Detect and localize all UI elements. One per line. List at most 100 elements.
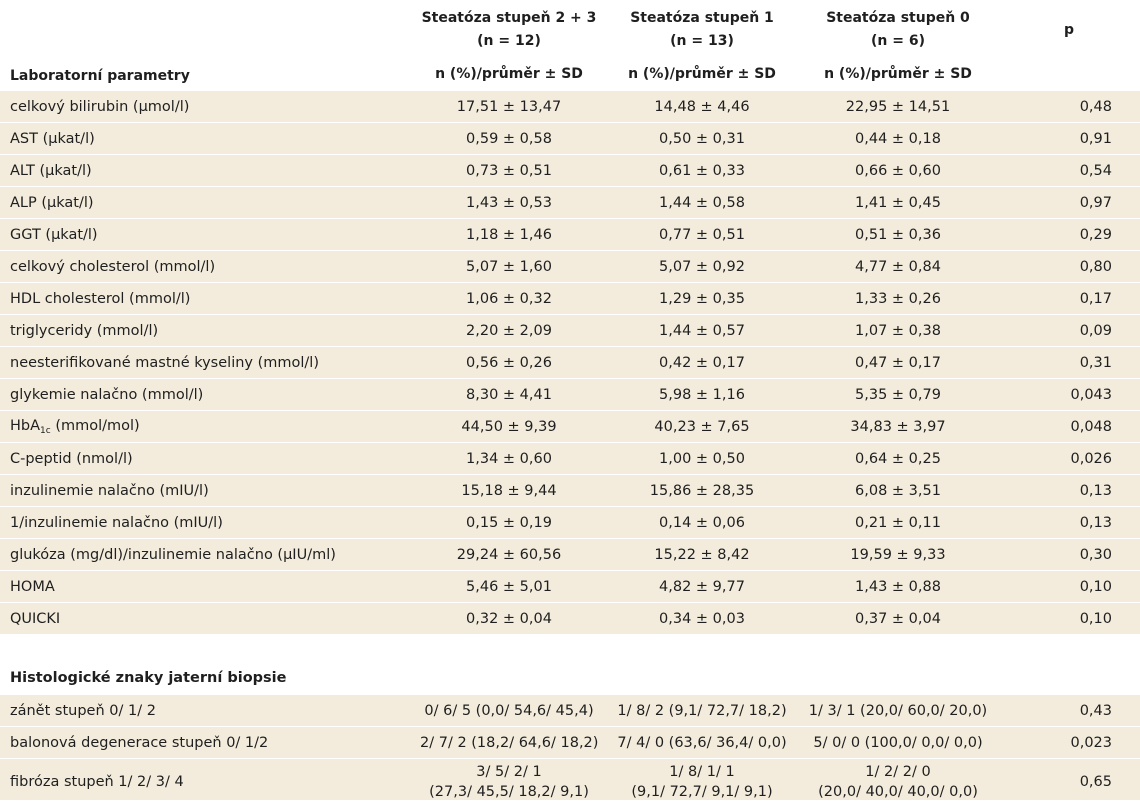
p-value-cell: 0,13 (998, 475, 1140, 507)
lab-parameters-header: Laboratorní parametry (0, 0, 412, 91)
row-label: inzulinemie nalačno (mIU/l) (0, 475, 412, 507)
p-value-cell: 0,43 (998, 695, 1140, 727)
table-cell: 0,66 ± 0,60 (798, 155, 998, 187)
table-cell: 1,29 ± 0,35 (606, 283, 798, 315)
p-value-cell: 0,30 (998, 539, 1140, 571)
section-spacer (0, 634, 1140, 662)
table-cell: 0,42 ± 0,17 (606, 347, 798, 379)
row-label: HbA1c (mmol/mol) (0, 411, 412, 443)
table-cell: 2/ 7/ 2 (18,2/ 64,6/ 18,2) (412, 727, 606, 759)
table-cell: 15,18 ± 9,44 (412, 475, 606, 507)
table-cell (0, 634, 1140, 662)
table-cell: 15,22 ± 8,42 (606, 539, 798, 571)
p-value-cell: 0,048 (998, 411, 1140, 443)
table-cell: 0,73 ± 0,51 (412, 155, 606, 187)
row-label: celkový cholesterol (mmol/l) (0, 251, 412, 283)
p-value-cell: 0,13 (998, 507, 1140, 539)
table-row: glukóza (mg/dl)/inzulinemie nalačno (µIU… (0, 539, 1140, 571)
table-cell: 1/ 2/ 2/ 0(20,0/ 40,0/ 40,0/ 0,0) (798, 759, 998, 805)
table-cell: 14,48 ± 4,46 (606, 91, 798, 123)
row-label: HOMA (0, 571, 412, 603)
table-cell: 0,61 ± 0,33 (606, 155, 798, 187)
table-cell: 1,06 ± 0,32 (412, 283, 606, 315)
table-cell: 4,82 ± 9,77 (606, 571, 798, 603)
table-cell: 5,07 ± 0,92 (606, 251, 798, 283)
section-heading-histology: Histologické znaky jaterní biopsie (0, 662, 1140, 695)
table-cell: 0,64 ± 0,25 (798, 443, 998, 475)
table-cell: 29,24 ± 60,56 (412, 539, 606, 571)
row-label: glukóza (mg/dl)/inzulinemie nalačno (µIU… (0, 539, 412, 571)
p-value-cell: 0,54 (998, 155, 1140, 187)
table-cell: 1/ 8/ 1/ 1(9,1/ 72,7/ 9,1/ 9,1) (606, 759, 798, 805)
table-cell: 3/ 5/ 2/ 1(27,3/ 45,5/ 18,2/ 9,1) (412, 759, 606, 805)
table-row: fibróza stupeň 1/ 2/ 3/ 4 3/ 5/ 2/ 1(27,… (0, 759, 1140, 805)
table-cell: 5,07 ± 1,60 (412, 251, 606, 283)
p-value-cell: 0,026 (998, 443, 1140, 475)
table-cell: 0,56 ± 0,26 (412, 347, 606, 379)
table-cell: 0,32 ± 0,04 (412, 603, 606, 635)
table-cell: 1,33 ± 0,26 (798, 283, 998, 315)
table-cell: Histologické znaky jaterní biopsie (0, 662, 1140, 695)
table-cell: 0,34 ± 0,03 (606, 603, 798, 635)
table-cell: 1,41 ± 0,45 (798, 187, 998, 219)
p-value-cell: 0,91 (998, 123, 1140, 155)
table-cell: 1/ 8/ 2 (9,1/ 72,7/ 18,2) (606, 695, 798, 727)
table-cell: 1,34 ± 0,60 (412, 443, 606, 475)
table-cell: 1/ 3/ 1 (20,0/ 60,0/ 20,0) (798, 695, 998, 727)
table-row: 1/inzulinemie nalačno (mIU/l)0,15 ± 0,19… (0, 507, 1140, 539)
table-row: neesterifikované mastné kyseliny (mmol/l… (0, 347, 1140, 379)
table-cell: 0,59 ± 0,58 (412, 123, 606, 155)
table-cell: 0,14 ± 0,06 (606, 507, 798, 539)
p-value-cell: 0,80 (998, 251, 1140, 283)
table-cell: 15,86 ± 28,35 (606, 475, 798, 507)
table-cell: 1,07 ± 0,38 (798, 315, 998, 347)
unit-header: n (%)/průměr ± SD (798, 62, 998, 91)
row-label: fibróza stupeň 1/ 2/ 3/ 4 (0, 759, 412, 805)
group-header-steatosis-0: Steatóza stupeň 0(n = 6) (798, 0, 998, 62)
row-label: neesterifikované mastné kyseliny (mmol/l… (0, 347, 412, 379)
row-label: glykemie nalačno (mmol/l) (0, 379, 412, 411)
table-cell: 0,51 ± 0,36 (798, 219, 998, 251)
row-label: ALT (µkat/l) (0, 155, 412, 187)
row-label: zánět stupeň 0/ 1/ 2 (0, 695, 412, 727)
table-cell: 22,95 ± 14,51 (798, 91, 998, 123)
table-cell: 17,51 ± 13,47 (412, 91, 606, 123)
row-label: C-peptid (nmol/l) (0, 443, 412, 475)
table-cell: 6,08 ± 3,51 (798, 475, 998, 507)
row-label: AST (µkat/l) (0, 123, 412, 155)
table-cell: 0,21 ± 0,11 (798, 507, 998, 539)
group-header-steatosis-1: Steatóza stupeň 1(n = 13) (606, 0, 798, 62)
table-cell: 40,23 ± 7,65 (606, 411, 798, 443)
p-value-cell: 0,043 (998, 379, 1140, 411)
table-cell: 4,77 ± 0,84 (798, 251, 998, 283)
p-value-cell: 0,65 (998, 759, 1140, 805)
table-cell: 5,98 ± 1,16 (606, 379, 798, 411)
table-cell: 0,37 ± 0,04 (798, 603, 998, 635)
table-cell: 1,44 ± 0,58 (606, 187, 798, 219)
row-label: ALP (µkat/l) (0, 187, 412, 219)
table-cell: 34,83 ± 3,97 (798, 411, 998, 443)
row-label: GGT (µkat/l) (0, 219, 412, 251)
p-value-cell: 0,31 (998, 347, 1140, 379)
row-label: 1/inzulinemie nalačno (mIU/l) (0, 507, 412, 539)
table-cell: 1,44 ± 0,57 (606, 315, 798, 347)
p-value-header: p (998, 0, 1140, 62)
table-cell: 1,43 ± 0,88 (798, 571, 998, 603)
row-label: balonová degenerace stupeň 0/ 1/2 (0, 727, 412, 759)
table-cell: 5,35 ± 0,79 (798, 379, 998, 411)
table-cell: 44,50 ± 9,39 (412, 411, 606, 443)
table-cell: 0,15 ± 0,19 (412, 507, 606, 539)
